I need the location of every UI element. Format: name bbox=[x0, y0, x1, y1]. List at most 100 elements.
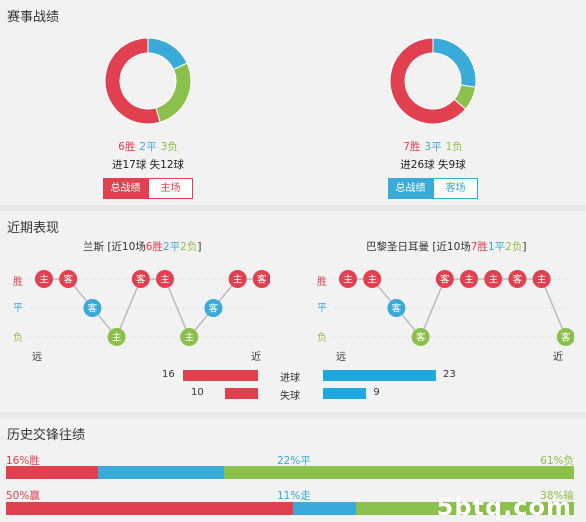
home-axis-draw: 平 bbox=[13, 303, 23, 314]
home-form-point-9 bbox=[228, 270, 247, 288]
home-recent-draws: 2平 bbox=[162, 241, 181, 253]
home-form-venue-5: 客 bbox=[136, 274, 146, 286]
home-scored-bar bbox=[183, 370, 258, 381]
history-draw-label: 22%平 bbox=[277, 455, 311, 467]
scored-label: 进球 bbox=[280, 373, 300, 384]
away-team-name: 巴黎圣日耳曼 bbox=[366, 241, 429, 253]
history-handicap-loss-segment bbox=[355, 502, 574, 515]
home-filter: 总战绩 主场 bbox=[48, 178, 248, 199]
home-team-name: 兰斯 bbox=[83, 241, 104, 253]
history-handicap-bar bbox=[6, 502, 574, 515]
home-form-point-6 bbox=[156, 270, 174, 288]
away-loss-count: 1负 bbox=[445, 141, 463, 153]
history-panel: 历史交锋往绩 16%胜 22%平 61%负 50%赢 11%走 38%输 5bt… bbox=[0, 418, 586, 522]
home-loss-count: 3负 bbox=[160, 141, 178, 153]
home-draw-slice bbox=[147, 37, 188, 71]
away-form-venue-1: 主 bbox=[343, 274, 353, 286]
home-form-venue-3: 客 bbox=[88, 303, 98, 315]
home-conceded-bar bbox=[224, 388, 258, 399]
away-form-point-6 bbox=[460, 270, 478, 288]
away-record-donut bbox=[389, 37, 477, 125]
home-recent-losses: 2负 bbox=[180, 241, 198, 253]
home-far-label: 远 bbox=[32, 352, 42, 363]
away-form-venue-8: 客 bbox=[513, 274, 523, 286]
away-form-point-8 bbox=[508, 270, 527, 288]
home-form-point-8 bbox=[204, 299, 223, 317]
away-recent-summary: 巴黎圣日耳曼 [近10场7胜1平2负] bbox=[366, 239, 526, 254]
away-axis-draw: 平 bbox=[317, 303, 327, 314]
away-summary-prefix: [近10场 bbox=[429, 241, 471, 253]
away-form-venue-2: 主 bbox=[367, 274, 377, 286]
home-loss-slice bbox=[155, 62, 192, 123]
home-win-count: 6胜 bbox=[118, 141, 136, 153]
away-conceded-bar bbox=[323, 388, 367, 399]
away-summary-suffix: ] bbox=[522, 241, 527, 253]
home-form-point-1 bbox=[35, 270, 53, 288]
away-win-count: 7胜 bbox=[403, 141, 421, 153]
conceded-label: 失球 bbox=[280, 391, 300, 402]
record-panel: 赛事战绩 6胜 2平 3负 进17球 失12球 总战绩 主场 7胜 3平 1负 进26球… bbox=[0, 0, 586, 205]
away-scored-bar bbox=[323, 370, 436, 381]
history-handicap-push-segment bbox=[292, 502, 356, 515]
history-handicap-win-label: 50%赢 bbox=[6, 490, 40, 502]
away-recent-losses: 2负 bbox=[505, 241, 523, 253]
away-total-tab[interactable]: 总战绩 bbox=[388, 178, 433, 199]
home-recent-summary: 兰斯 [近10场6胜2平2负] bbox=[83, 239, 201, 254]
home-form-venue-9: 主 bbox=[233, 274, 243, 286]
home-form-venue-10: 客 bbox=[257, 274, 267, 286]
away-form-point-5 bbox=[435, 270, 454, 288]
history-handicap-win-segment bbox=[6, 502, 293, 515]
away-scored-value: 23 bbox=[443, 369, 456, 380]
home-goals: 进17球 失12球 bbox=[48, 157, 248, 172]
history-loss-label: 61%负 bbox=[540, 455, 574, 467]
history-handicap-loss-label: 38%输 bbox=[540, 490, 574, 502]
home-near-label: 近 bbox=[251, 352, 261, 363]
home-form-venue-8: 客 bbox=[209, 303, 219, 315]
away-form-venue-6: 主 bbox=[464, 274, 474, 286]
away-form-point-2 bbox=[363, 270, 382, 288]
history-handicap-push-label: 11%走 bbox=[277, 490, 311, 502]
home-record: 6胜 2平 3负 进17球 失12球 总战绩 主场 bbox=[48, 36, 248, 199]
home-summary-suffix: ] bbox=[197, 241, 202, 253]
home-form-point-3 bbox=[83, 299, 102, 317]
history-win-label: 16%胜 bbox=[6, 455, 40, 467]
site-watermark: 5btq.com bbox=[436, 493, 572, 521]
away-goals-for: 进26球 bbox=[400, 159, 435, 171]
home-venue-tab[interactable]: 主场 bbox=[148, 178, 193, 199]
home-wdl: 6胜 2平 3负 bbox=[48, 139, 248, 154]
home-form-graph: 主客客主客 主主客主客 bbox=[30, 270, 270, 346]
away-draw-count: 3平 bbox=[424, 141, 442, 153]
away-filter: 总战绩 客场 bbox=[333, 178, 533, 199]
home-form-venue-2: 客 bbox=[63, 274, 73, 286]
home-form-line bbox=[44, 278, 262, 339]
away-venue-tab[interactable]: 客场 bbox=[433, 178, 478, 199]
away-form-point-3 bbox=[387, 299, 406, 317]
away-form-point-1 bbox=[339, 270, 357, 288]
home-form-point-10 bbox=[252, 270, 270, 288]
away-record: 7胜 3平 1负 进26球 失9球 总战绩 客场 bbox=[333, 36, 533, 199]
history-win-segment bbox=[6, 466, 98, 479]
away-near-label: 近 bbox=[553, 352, 563, 363]
recent-title: 近期表现 bbox=[7, 221, 60, 236]
away-wdl: 7胜 3平 1负 bbox=[333, 139, 533, 154]
away-recent-wins: 7胜 bbox=[470, 241, 488, 253]
history-draw-segment bbox=[97, 466, 225, 479]
away-form-point-7 bbox=[484, 270, 503, 288]
home-recent-wins: 6胜 bbox=[145, 241, 163, 253]
away-far-label: 远 bbox=[336, 352, 346, 363]
home-form-venue-7: 主 bbox=[184, 332, 194, 344]
home-form-point-7 bbox=[180, 328, 199, 346]
away-form-venue-4: 客 bbox=[416, 332, 426, 344]
home-form-venue-6: 主 bbox=[160, 274, 170, 286]
home-summary-prefix: [近10场 bbox=[104, 241, 146, 253]
away-form-venue-9: 主 bbox=[537, 274, 547, 286]
home-form-venue-1: 主 bbox=[39, 274, 49, 286]
away-axis-win: 胜 bbox=[317, 277, 327, 288]
home-goals-against: 失12球 bbox=[149, 159, 185, 171]
home-total-tab[interactable]: 总战绩 bbox=[103, 178, 148, 199]
history-loss-segment bbox=[224, 466, 574, 479]
away-win-slice bbox=[389, 37, 467, 125]
home-conceded-value: 10 bbox=[191, 387, 204, 398]
away-form-point-10 bbox=[556, 328, 574, 346]
home-goals-for: 进17球 bbox=[111, 159, 147, 171]
